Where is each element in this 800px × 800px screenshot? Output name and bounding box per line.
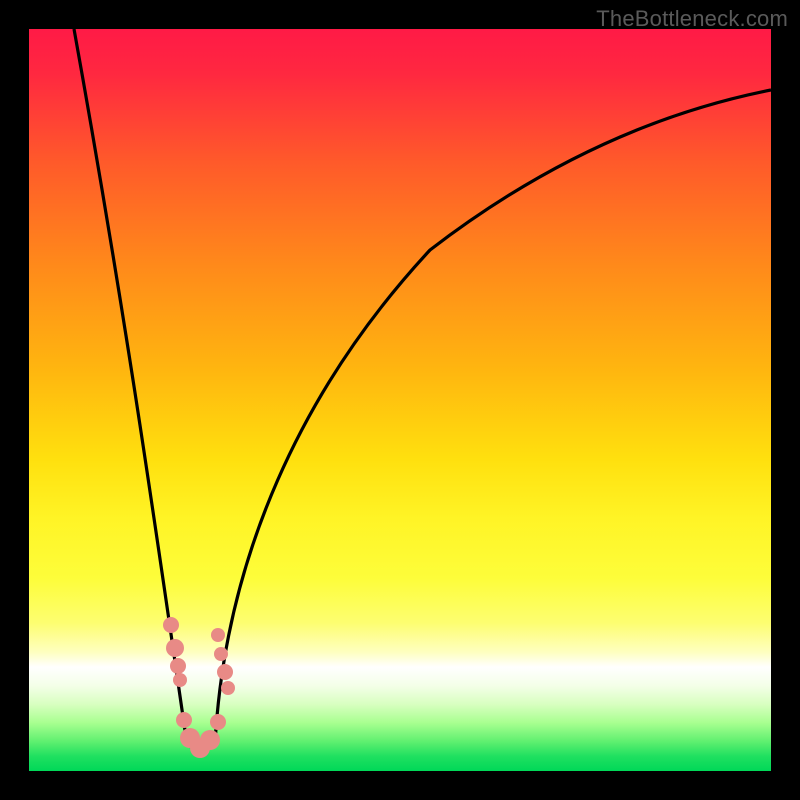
data-marker	[166, 639, 184, 657]
data-marker	[210, 714, 226, 730]
data-marker	[214, 647, 228, 661]
data-marker	[163, 617, 179, 633]
data-marker	[170, 658, 186, 674]
plot-background	[29, 29, 771, 771]
bottleneck-chart	[0, 0, 800, 800]
data-marker	[173, 673, 187, 687]
data-marker	[176, 712, 192, 728]
data-marker	[221, 681, 235, 695]
chart-container: TheBottleneck.com	[0, 0, 800, 800]
watermark-text: TheBottleneck.com	[596, 6, 788, 32]
data-marker	[200, 730, 220, 750]
data-marker	[211, 628, 225, 642]
data-marker	[217, 664, 233, 680]
